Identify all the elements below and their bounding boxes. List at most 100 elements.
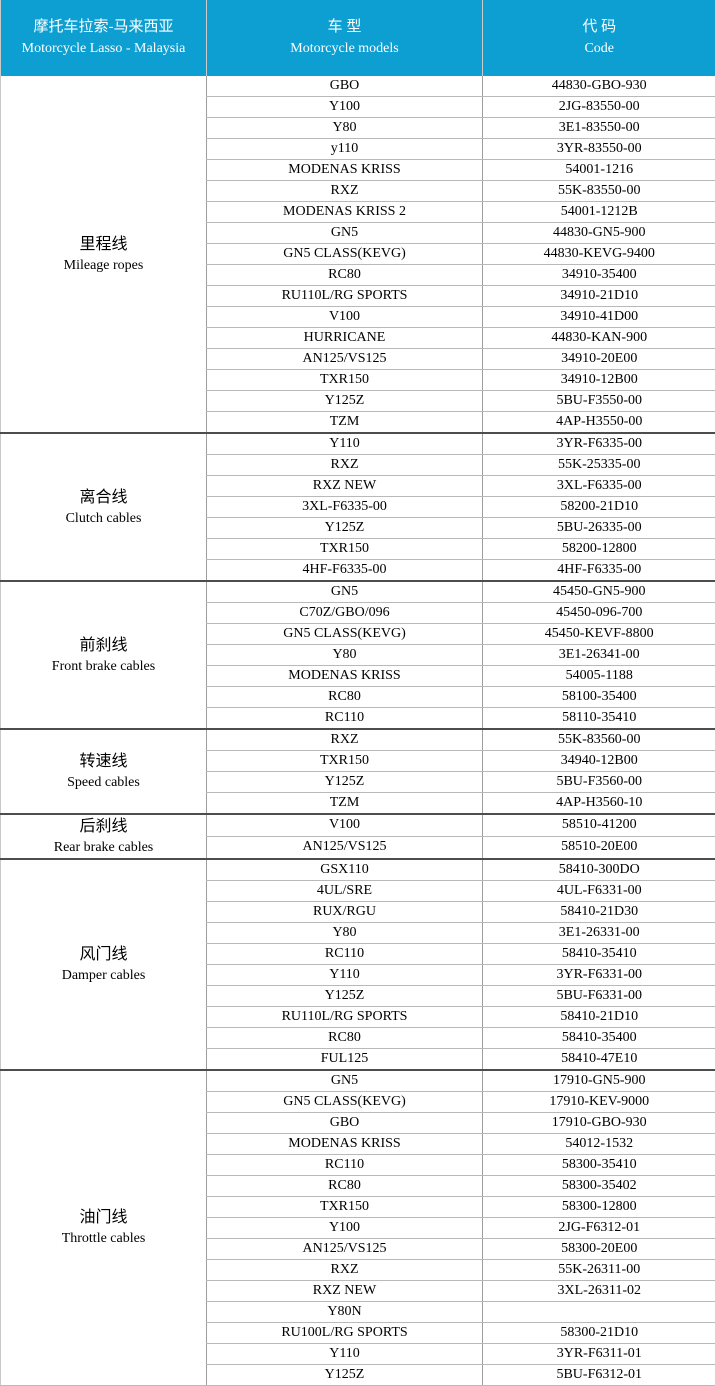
code-cell: 34940-12B00 (483, 751, 715, 772)
header-category-cell: 摩托车拉索-马来西亚 Motorcycle Lasso - Malaysia (1, 0, 207, 76)
model-cell: Y110 (207, 964, 483, 985)
code-cell: 54001-1216 (483, 160, 715, 181)
header-category-zh: 摩托车拉索-马来西亚 (1, 17, 206, 37)
category-label-zh: 前刹线 (1, 634, 206, 658)
code-cell: 34910-35400 (483, 265, 715, 286)
model-cell: RC80 (207, 1027, 483, 1048)
model-cell: RU110L/RG SPORTS (207, 286, 483, 307)
model-cell: Y100 (207, 97, 483, 118)
model-cell: 4UL/SRE (207, 880, 483, 901)
model-cell: 4HF-F6335-00 (207, 560, 483, 582)
model-cell: GN5 CLASS(KEVG) (207, 624, 483, 645)
code-cell: 3E1-26341-00 (483, 645, 715, 666)
model-cell: GSX110 (207, 859, 483, 881)
code-cell: 58410-35400 (483, 1027, 715, 1048)
category-label-en: Speed cables (1, 774, 206, 793)
code-cell: 3E1-83550-00 (483, 118, 715, 139)
model-cell: C70Z/GBO/096 (207, 603, 483, 624)
code-cell: 17910-GN5-900 (483, 1070, 715, 1092)
category-label-zh: 后刹线 (1, 815, 206, 839)
header-code-cell: 代 码 Code (483, 0, 715, 76)
code-cell: 58300-20E00 (483, 1238, 715, 1259)
model-cell: 3XL-F6335-00 (207, 497, 483, 518)
code-cell: 58410-35410 (483, 943, 715, 964)
model-cell: TZM (207, 793, 483, 815)
model-cell: Y125Z (207, 985, 483, 1006)
code-cell: 4AP-H3550-00 (483, 412, 715, 434)
category-label-en: Clutch cables (1, 510, 206, 529)
model-cell: Y125Z (207, 391, 483, 412)
model-cell: Y125Z (207, 1364, 483, 1385)
model-cell: RC80 (207, 1175, 483, 1196)
model-cell: AN125/VS125 (207, 1238, 483, 1259)
code-cell: 3XL-26311-02 (483, 1280, 715, 1301)
model-cell: GBO (207, 76, 483, 97)
model-cell: RC110 (207, 708, 483, 730)
code-cell: 54005-1188 (483, 666, 715, 687)
code-cell: 2JG-83550-00 (483, 97, 715, 118)
model-cell: RXZ (207, 455, 483, 476)
model-cell: GN5 CLASS(KEVG) (207, 244, 483, 265)
model-cell: MODENAS KRISS (207, 1133, 483, 1154)
model-cell: GN5 CLASS(KEVG) (207, 1091, 483, 1112)
header-row: 摩托车拉索-马来西亚 Motorcycle Lasso - Malaysia 车… (1, 0, 715, 76)
model-cell: HURRICANE (207, 328, 483, 349)
category-label-en: Mileage ropes (1, 257, 206, 276)
category-label-zh: 风门线 (1, 943, 206, 967)
model-cell: V100 (207, 814, 483, 836)
code-cell: 54001-1212B (483, 202, 715, 223)
model-cell: Y110 (207, 1343, 483, 1364)
category-label-en: Rear brake cables (1, 839, 206, 858)
code-cell: 58510-41200 (483, 814, 715, 836)
category-label-zh: 离合线 (1, 486, 206, 510)
code-cell: 34910-12B00 (483, 370, 715, 391)
code-cell: 58410-21D30 (483, 901, 715, 922)
code-cell: 44830-GBO-930 (483, 76, 715, 97)
model-cell: Y125Z (207, 518, 483, 539)
code-cell: 44830-KEVG-9400 (483, 244, 715, 265)
model-cell: RUX/RGU (207, 901, 483, 922)
model-cell: TXR150 (207, 539, 483, 560)
header-category-en: Motorcycle Lasso - Malaysia (1, 40, 206, 59)
category-label-zh: 油门线 (1, 1206, 206, 1230)
model-cell: V100 (207, 307, 483, 328)
code-cell: 58510-20E00 (483, 836, 715, 858)
code-cell: 4HF-F6335-00 (483, 560, 715, 582)
code-cell: 55K-26311-00 (483, 1259, 715, 1280)
code-cell: 3YR-F6311-01 (483, 1343, 715, 1364)
model-cell: TXR150 (207, 751, 483, 772)
code-cell: 58110-35410 (483, 708, 715, 730)
model-cell: MODENAS KRISS (207, 160, 483, 181)
model-cell: RXZ (207, 729, 483, 751)
model-cell: GN5 (207, 1070, 483, 1092)
code-cell: 3YR-83550-00 (483, 139, 715, 160)
model-cell: Y110 (207, 433, 483, 455)
header-models-cell: 车 型 Motorcycle models (207, 0, 483, 76)
code-cell: 4UL-F6331-00 (483, 880, 715, 901)
code-cell: 5BU-F6312-01 (483, 1364, 715, 1385)
model-cell: RU100L/RG SPORTS (207, 1322, 483, 1343)
code-cell: 3YR-F6335-00 (483, 433, 715, 455)
category-label-zh: 里程线 (1, 233, 206, 257)
code-cell: 54012-1532 (483, 1133, 715, 1154)
code-cell: 44830-KAN-900 (483, 328, 715, 349)
code-cell: 4AP-H3560-10 (483, 793, 715, 815)
header-code-zh: 代 码 (483, 17, 715, 37)
code-cell: 45450-KEVF-8800 (483, 624, 715, 645)
model-cell: GN5 (207, 223, 483, 244)
category-label-zh: 转速线 (1, 750, 206, 774)
code-cell: 58410-300DO (483, 859, 715, 881)
model-cell: FUL125 (207, 1048, 483, 1070)
model-cell: MODENAS KRISS (207, 666, 483, 687)
model-cell: RU110L/RG SPORTS (207, 1006, 483, 1027)
code-cell: 55K-83550-00 (483, 181, 715, 202)
